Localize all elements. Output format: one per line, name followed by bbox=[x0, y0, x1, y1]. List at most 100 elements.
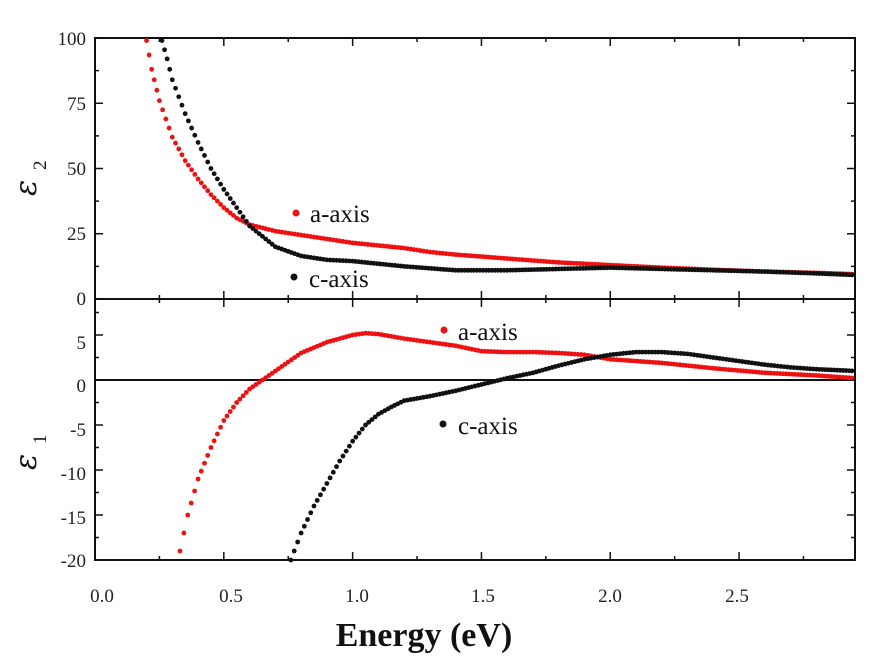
data-point bbox=[167, 66, 173, 72]
data-point bbox=[231, 404, 236, 410]
data-point bbox=[263, 236, 269, 242]
y-axis-subscript: 1 bbox=[30, 435, 51, 445]
data-point bbox=[214, 431, 220, 437]
y-axis-subscript: 2 bbox=[30, 161, 51, 171]
data-point bbox=[227, 409, 233, 414]
data-point bbox=[234, 205, 240, 211]
bottom-legend: a-axis c-axis bbox=[439, 319, 518, 440]
data-point bbox=[179, 102, 185, 108]
data-point bbox=[192, 132, 198, 138]
data-point bbox=[269, 241, 275, 247]
y-tick-label: -15 bbox=[61, 508, 86, 529]
data-point bbox=[195, 176, 201, 182]
data-point bbox=[157, 98, 162, 104]
data-point bbox=[224, 207, 230, 213]
data-point bbox=[291, 548, 297, 554]
legend-marker-c-axis bbox=[290, 273, 298, 281]
series-c-axis bbox=[159, 38, 855, 278]
x-axis-label: Energy (eV) bbox=[336, 617, 513, 654]
data-point bbox=[154, 87, 160, 93]
data-point bbox=[359, 426, 365, 432]
top-legend: a-axis c-axis bbox=[290, 201, 370, 293]
data-point bbox=[163, 116, 169, 122]
data-point bbox=[177, 548, 183, 554]
data-point bbox=[369, 417, 375, 422]
data-point bbox=[347, 443, 352, 449]
data-point bbox=[253, 228, 259, 234]
data-point bbox=[356, 430, 362, 436]
data-point bbox=[240, 214, 246, 220]
data-point bbox=[324, 481, 330, 486]
data-point bbox=[166, 125, 172, 131]
data-point bbox=[327, 475, 333, 481]
data-series bbox=[144, 38, 855, 563]
data-point bbox=[224, 413, 230, 419]
data-point bbox=[198, 180, 204, 186]
data-point bbox=[202, 184, 207, 190]
y-tick-label: 0 bbox=[77, 289, 87, 310]
y-tick-label: -20 bbox=[61, 551, 86, 572]
axis-ticks bbox=[94, 37, 855, 561]
data-point bbox=[202, 153, 207, 158]
data-point bbox=[243, 389, 249, 395]
x-tick-label: 1.5 bbox=[471, 586, 495, 607]
data-point bbox=[301, 523, 307, 529]
data-point bbox=[185, 162, 191, 168]
series-a-axis bbox=[144, 38, 855, 277]
data-point bbox=[211, 171, 217, 177]
data-point bbox=[221, 205, 227, 211]
legend-marker-c-axis bbox=[439, 420, 447, 428]
data-point bbox=[256, 231, 262, 237]
data-point bbox=[202, 460, 207, 466]
series-a-axis bbox=[177, 330, 855, 554]
data-point bbox=[192, 171, 198, 177]
data-point bbox=[179, 152, 185, 158]
data-point bbox=[221, 186, 227, 192]
data-point bbox=[298, 530, 304, 536]
bottom-panel-frame bbox=[94, 298, 856, 561]
data-point bbox=[146, 52, 152, 58]
data-point bbox=[311, 503, 317, 509]
top-y-axis-label: ε 2 bbox=[9, 161, 51, 197]
data-point bbox=[185, 512, 191, 518]
data-point bbox=[343, 448, 349, 454]
x-tick-label: 2.0 bbox=[598, 586, 622, 607]
y-tick-label: 0 bbox=[77, 376, 87, 397]
data-point bbox=[224, 191, 230, 197]
legend-label-c-axis: c-axis bbox=[458, 413, 518, 440]
data-point bbox=[295, 539, 301, 545]
data-point bbox=[189, 125, 195, 131]
x-tick-label: 0.5 bbox=[219, 586, 243, 607]
y-axis-symbol: ε bbox=[9, 180, 44, 196]
x-tick-label: 2.5 bbox=[725, 586, 749, 607]
bottom-y-axis-label: ε 1 bbox=[9, 435, 51, 471]
data-point bbox=[266, 239, 272, 244]
data-point bbox=[260, 233, 265, 239]
data-point bbox=[321, 486, 327, 492]
data-point bbox=[176, 146, 182, 152]
data-point bbox=[363, 422, 368, 428]
y-axis-symbol: ε bbox=[9, 454, 44, 470]
data-point bbox=[169, 77, 175, 83]
data-point bbox=[185, 118, 191, 124]
data-point bbox=[211, 438, 217, 444]
data-point bbox=[334, 464, 339, 470]
data-point bbox=[173, 140, 178, 146]
data-point bbox=[227, 210, 233, 216]
data-point bbox=[208, 166, 214, 171]
data-point bbox=[308, 510, 314, 516]
y-tick-label: 5 bbox=[77, 333, 87, 354]
data-point bbox=[231, 213, 236, 218]
y-tick-label: 100 bbox=[58, 29, 87, 50]
legend-label-c-axis: c-axis bbox=[309, 266, 369, 293]
data-point bbox=[169, 134, 175, 140]
y-tick-label: 25 bbox=[67, 224, 86, 245]
data-point bbox=[243, 218, 249, 224]
data-point bbox=[205, 452, 211, 458]
data-point bbox=[205, 159, 211, 165]
data-point bbox=[234, 400, 240, 405]
data-point bbox=[198, 146, 204, 152]
bottom-y-tick-labels: 5 0 -5 -10 -15 -20 bbox=[61, 333, 86, 572]
data-point bbox=[195, 140, 201, 145]
